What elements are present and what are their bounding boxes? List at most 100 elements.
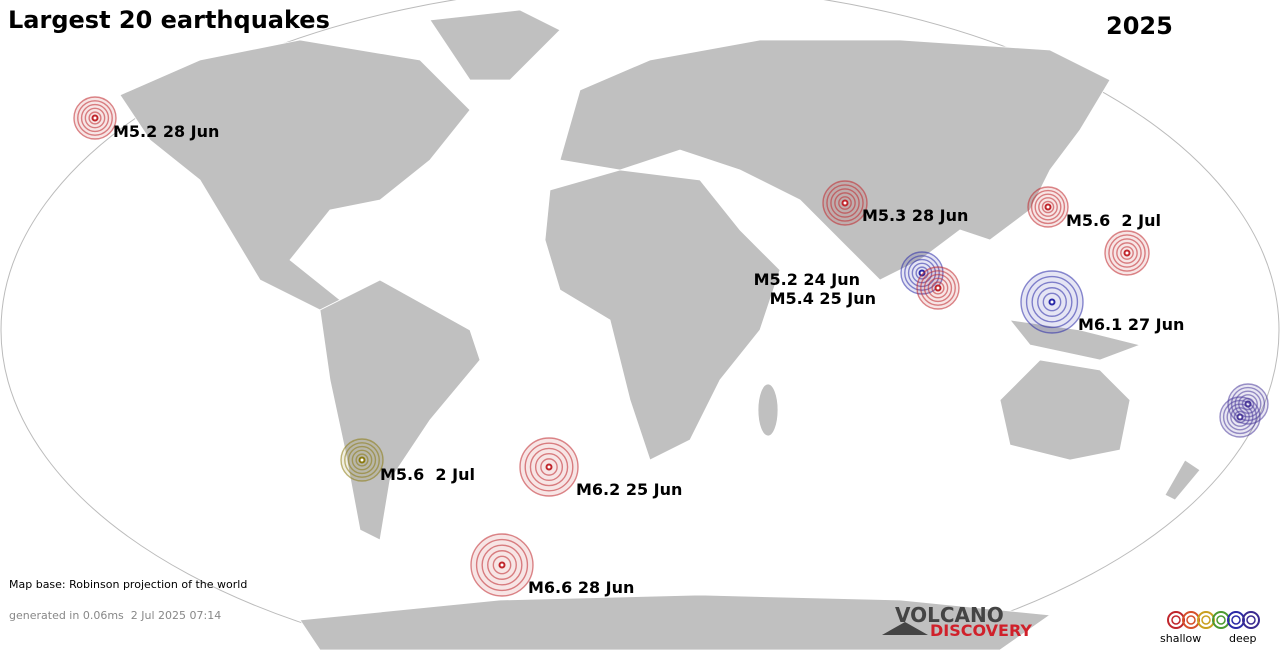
quake-ring — [1038, 197, 1058, 217]
quake-center — [358, 456, 366, 464]
quake-label: M5.6 2 Jul — [380, 465, 475, 484]
quake — [1027, 186, 1069, 228]
australia — [999, 359, 1131, 461]
quake-ring — [475, 538, 529, 592]
legend-shallow: shallow — [1160, 632, 1201, 645]
quake — [1227, 383, 1269, 425]
greenland — [429, 9, 561, 81]
quake-ring — [931, 281, 945, 295]
quake-ring — [923, 273, 953, 303]
quake-ring — [1037, 287, 1067, 317]
quake-label: M5.2 24 Jun — [754, 270, 860, 289]
quake-ring — [88, 111, 102, 125]
eurasia — [559, 39, 1111, 281]
quake-center — [841, 199, 849, 207]
quake-ring — [1233, 410, 1247, 424]
quake-label: M5.2 28 Jun — [113, 122, 219, 141]
quake-center — [934, 284, 942, 292]
quake — [340, 438, 384, 482]
legend-ring — [1216, 615, 1226, 625]
quake-ring — [927, 277, 949, 299]
quake — [822, 180, 868, 226]
new-zealand — [1164, 459, 1201, 501]
quake — [470, 533, 534, 597]
legend-deep: deep — [1229, 632, 1257, 645]
quake-ring — [355, 453, 369, 467]
quake-ring — [1226, 403, 1254, 431]
quake-label: M6.1 27 Jun — [1078, 315, 1184, 334]
quake-label: M6.6 28 Jun — [528, 578, 634, 597]
quake-ring — [481, 544, 523, 586]
quake — [519, 437, 579, 497]
quake-ring — [80, 103, 110, 133]
quake-ring — [1112, 238, 1142, 268]
quake — [1020, 270, 1084, 334]
legend-ring — [1242, 611, 1260, 629]
legend-ring — [1167, 611, 1185, 629]
quake-ring — [920, 270, 956, 306]
quake-ring — [1120, 246, 1134, 260]
quake-center — [1044, 203, 1052, 211]
quake-ring — [84, 107, 106, 129]
quake-ring — [1116, 242, 1138, 264]
north-america — [119, 39, 471, 311]
quake-center — [1236, 413, 1244, 421]
quake-ring — [1234, 390, 1262, 418]
legend-ring — [1171, 615, 1181, 625]
quake-ring — [487, 550, 517, 580]
quake — [1219, 396, 1261, 438]
legend-ring — [1227, 611, 1245, 629]
south-america — [319, 279, 481, 541]
quake-ring — [540, 458, 558, 476]
quake-ring — [1108, 234, 1146, 272]
quake — [73, 96, 117, 140]
quake-ring — [1031, 281, 1073, 323]
antarctica — [299, 594, 1052, 650]
title: Largest 20 earthquakes — [8, 6, 330, 34]
logo-mountain — [882, 622, 928, 635]
legend — [1167, 611, 1260, 629]
year: 2025 — [1106, 12, 1173, 40]
quake-ring — [534, 452, 564, 482]
quake-ring — [826, 184, 864, 222]
quake-ring — [907, 258, 937, 288]
generated: generated in 0.06ms 2 Jul 2025 07:14 — [9, 609, 221, 622]
quake-ring — [351, 449, 373, 471]
quake-ring — [1230, 407, 1250, 427]
quake-label: M5.4 25 Jun — [770, 289, 876, 308]
quake — [1104, 230, 1150, 276]
quake-ring — [492, 555, 512, 575]
quake-ring — [830, 188, 860, 218]
quake-label: M5.6 2 Jul — [1066, 211, 1161, 230]
quake-markers: M5.2 28 Jun M5.3 28 Jun M5.6 2 Jul M5.2 24 … — [73, 96, 1269, 597]
quake-ring — [347, 445, 377, 475]
quake-ring — [904, 255, 940, 291]
quake — [916, 266, 960, 310]
quake-ring — [77, 100, 113, 136]
map-base: Map base: Robinson projection of the wor… — [9, 578, 247, 591]
legend-ring — [1246, 615, 1256, 625]
africa — [544, 169, 781, 461]
quake-label: M6.2 25 Jun — [576, 480, 682, 499]
madagascar — [757, 383, 779, 437]
legend-ring — [1212, 611, 1230, 629]
quake-center — [918, 269, 926, 277]
logo-top: VOLCANO — [895, 603, 1004, 627]
quake-ring — [1030, 189, 1066, 225]
quake-ring — [524, 442, 574, 492]
legend-ring — [1182, 611, 1200, 629]
quake-ring — [1025, 275, 1079, 329]
quake-ring — [1222, 399, 1258, 435]
legend-ring — [1186, 615, 1196, 625]
quake-ring — [1042, 292, 1062, 312]
quake-ring — [1034, 193, 1062, 221]
legend-ring — [1201, 615, 1211, 625]
quake-ring — [834, 192, 856, 214]
quake-ring — [344, 442, 380, 478]
quake-center — [545, 463, 553, 471]
logo-bottom: DISCOVERY — [930, 621, 1032, 640]
legend-ring — [1197, 611, 1215, 629]
quake-ring — [529, 447, 569, 487]
